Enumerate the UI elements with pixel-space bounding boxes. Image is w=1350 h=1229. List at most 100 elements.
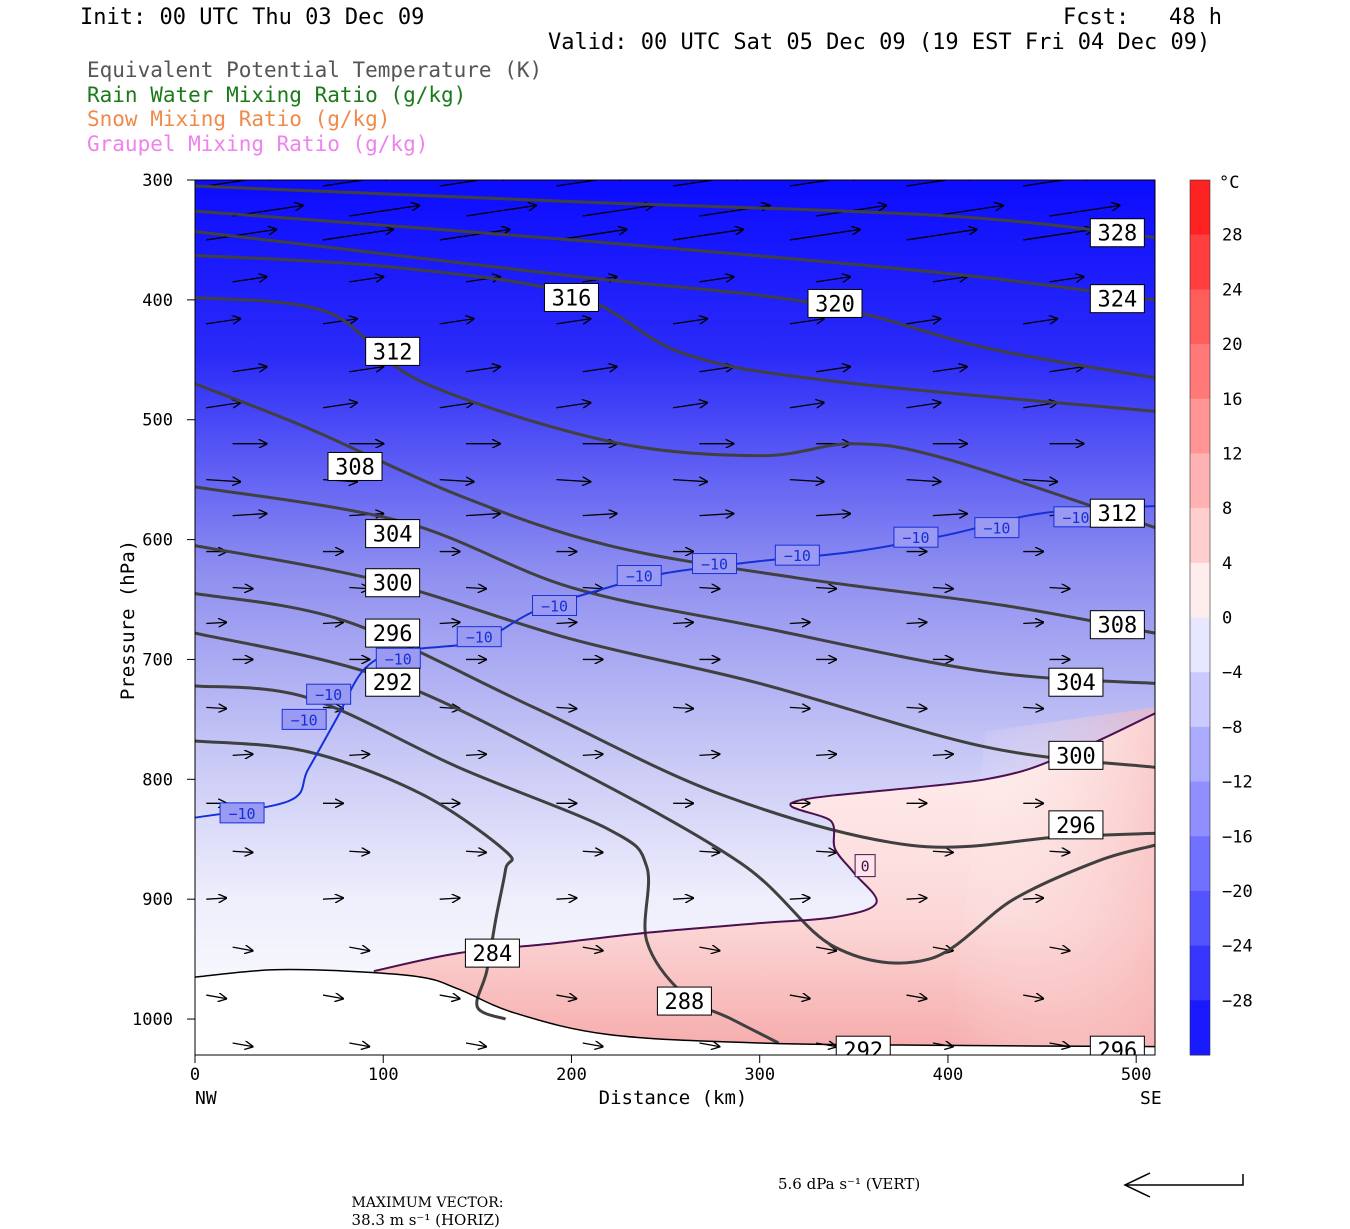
theta-e-label: 296 xyxy=(1097,1039,1137,1064)
isotherm-label: −10 xyxy=(701,556,728,574)
wind-vector xyxy=(906,180,977,187)
wind-vector xyxy=(816,588,836,589)
theta-e-label: 304 xyxy=(373,523,413,548)
theta-e-contour-304 xyxy=(195,485,1155,685)
x-right-end-label: SE xyxy=(1140,1088,1162,1109)
wind-vector xyxy=(816,514,850,516)
wind-vector xyxy=(232,277,267,283)
theta-e-label: 316 xyxy=(552,286,592,311)
colorbar-tick-label: 28 xyxy=(1222,226,1242,246)
theta-e-label-box xyxy=(365,667,421,697)
wind-vector xyxy=(1023,707,1043,708)
wind-vector xyxy=(206,403,240,409)
isotherm-label: −10 xyxy=(1062,509,1089,527)
theta-e-label: 308 xyxy=(1097,614,1137,639)
wind-vector xyxy=(466,851,486,852)
wind-vector xyxy=(232,367,267,373)
valid-time: Valid: 00 UTC Sat 05 Dec 09 (19 EST Fri … xyxy=(548,30,1211,55)
wind-vector xyxy=(906,898,927,899)
isotherm-label-box xyxy=(616,565,662,587)
wind-vector xyxy=(699,851,719,852)
theta-e-label: 296 xyxy=(373,622,413,647)
colorbar-tick-label: 24 xyxy=(1222,280,1242,300)
wind-vector xyxy=(465,367,500,373)
wind-vector xyxy=(789,319,824,325)
colorbar-tick-label: 20 xyxy=(1222,335,1242,355)
plot-frame xyxy=(194,179,1156,1056)
x-tick-label: 200 xyxy=(556,1065,587,1085)
theta-e-label-box xyxy=(1089,610,1145,640)
wind-vector xyxy=(699,514,733,516)
wind-vector xyxy=(673,898,693,899)
wind-vector xyxy=(206,180,276,187)
wind-vector xyxy=(1049,277,1084,283)
theta-e-label-box xyxy=(1048,667,1104,697)
y-tick-label: 600 xyxy=(142,531,173,551)
wind-vector xyxy=(466,514,500,516)
theta-e-contour-312 xyxy=(195,295,1155,530)
colorbar-segment xyxy=(1190,562,1210,618)
wind-vector xyxy=(556,707,576,708)
y-tick-label: 900 xyxy=(142,890,173,910)
wind-vector xyxy=(932,367,967,373)
max-vector-label: MAXIMUM VECTOR: 38.3 m s⁻¹ (HORIZ) xyxy=(342,1175,504,1229)
x-axis-label: Distance (km) xyxy=(599,1087,748,1109)
wind-vector xyxy=(699,1043,719,1047)
isotherm-label-box xyxy=(692,553,738,575)
theta-e-label: 288 xyxy=(665,990,705,1015)
wind-vector xyxy=(206,622,226,623)
wind-vector xyxy=(465,205,536,217)
theta-e-contour-328 xyxy=(195,184,1155,240)
y-tick-label: 500 xyxy=(142,411,173,431)
wind-vector xyxy=(1023,180,1093,187)
wind-vector xyxy=(439,319,474,325)
colorbar-tick-label: −8 xyxy=(1222,718,1242,738)
colorbar-tick-label: 8 xyxy=(1222,499,1232,519)
theta-e-label: 284 xyxy=(473,942,513,967)
wind-vector xyxy=(906,403,941,409)
colorbar-segment xyxy=(1190,344,1210,400)
forecast-hour: Fcst: 48 h xyxy=(1063,5,1222,30)
wind-vector xyxy=(673,622,693,623)
wind-vector xyxy=(906,229,977,241)
isotherm-label-box xyxy=(219,802,265,824)
wind-vector xyxy=(816,277,850,283)
isotherm-label-box xyxy=(532,595,578,617)
wind-vector xyxy=(582,514,617,516)
isotherm-label: −10 xyxy=(902,529,929,547)
wind-vector xyxy=(1049,947,1070,951)
y-tick-label: 400 xyxy=(142,291,173,311)
wind-vector xyxy=(906,319,941,325)
legend-theta-e: Equivalent Potential Temperature (K) xyxy=(87,58,543,82)
wind-vector xyxy=(556,995,576,999)
isotherm-label-box xyxy=(974,517,1020,539)
theta-e-label: 320 xyxy=(815,292,855,317)
wind-vector xyxy=(582,947,603,951)
wind-vector xyxy=(582,205,653,217)
wind-vector xyxy=(1023,229,1093,241)
isotherm-label-box xyxy=(774,544,820,566)
wind-vector xyxy=(699,277,733,283)
wind-vector xyxy=(439,622,460,623)
wind-vector xyxy=(465,1043,486,1047)
theta-e-label-box xyxy=(1048,740,1104,770)
isotherm-labels: −10 −10 −10 −10 −10 −10 −10 −10 −10 −10 −10 −10 0 xyxy=(219,506,1099,878)
wind-vector xyxy=(816,851,836,852)
wind-vector xyxy=(906,622,927,623)
ground-line xyxy=(195,968,1155,1048)
wind-vector xyxy=(232,754,253,755)
wind-vector xyxy=(699,754,719,755)
wind-vector xyxy=(1023,319,1057,325)
wind-vector xyxy=(439,995,460,999)
wind-vector xyxy=(1049,205,1120,217)
wind-vector xyxy=(556,319,590,325)
isotherm-zero-label-box xyxy=(854,854,876,878)
colorbar-frame xyxy=(1189,179,1211,1056)
theta-e-contour-324 xyxy=(195,209,1155,302)
wind-vector xyxy=(906,995,927,999)
x-axis: 0 100 200 300 400 500 xyxy=(190,1055,1152,1085)
y-tick-label: 300 xyxy=(142,171,173,191)
x-tick-label: 300 xyxy=(744,1065,775,1085)
colorbar-tick-label: 0 xyxy=(1222,609,1232,629)
wind-vector xyxy=(466,588,486,589)
